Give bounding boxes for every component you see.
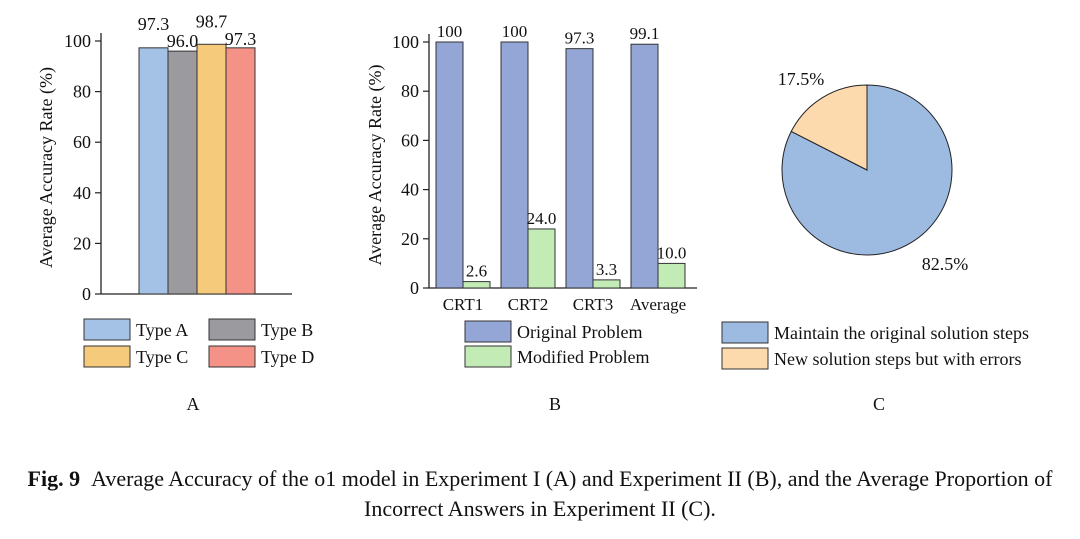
b-bar-value-label: 24.0 — [527, 209, 557, 228]
a-y-tick-label: 60 — [73, 132, 91, 152]
b-legend-swatch — [464, 320, 512, 343]
b-y-tick-label: 80 — [401, 81, 419, 101]
a-legend-swatch — [208, 318, 256, 341]
a-legend-label: Type B — [261, 320, 313, 340]
b-bar — [657, 262, 686, 289]
c-legend-label: Maintain the original solution steps — [774, 323, 1029, 343]
a-bar-value-label: 96.0 — [167, 31, 199, 51]
a-bar-value-label: 97.3 — [225, 29, 257, 49]
a-bar — [196, 43, 227, 295]
a-legend-label: Type A — [136, 320, 188, 340]
b-bar-value-label: 100 — [502, 22, 528, 41]
c-legend-label: New solution steps but with errors — [774, 349, 1021, 369]
c-legend-swatch — [721, 347, 769, 370]
b-bar-value-label: 99.1 — [630, 24, 660, 43]
a-legend-label: Type C — [136, 347, 188, 367]
figure-caption: Fig. 9 Average Accuracy of the o1 model … — [0, 464, 1080, 524]
b-legend-label: Modified Problem — [517, 347, 650, 367]
a-y-tick-label: 100 — [64, 31, 91, 51]
caption-text: Average Accuracy of the o1 model in Expe… — [91, 466, 1053, 521]
b-bar-value-label: 100 — [437, 22, 463, 41]
a-y-tick-label: 80 — [73, 82, 91, 102]
b-bar — [592, 279, 621, 289]
b-y-tick-label: 60 — [401, 130, 419, 150]
b-legend-label: Original Problem — [517, 322, 642, 342]
b-panel-label: B — [549, 394, 561, 414]
a-bar — [225, 47, 256, 295]
a-legend-label: Type D — [261, 347, 314, 367]
b-bar-value-label: 97.3 — [565, 29, 595, 48]
b-x-tick-label: CRT2 — [508, 295, 549, 314]
b-y-tick-label: 20 — [401, 229, 419, 249]
a-bar — [167, 50, 198, 295]
c-slice-value-label: 17.5% — [778, 69, 825, 89]
a-bar-value-label: 97.3 — [138, 14, 170, 34]
a-legend-swatch — [208, 345, 256, 368]
c-panel-label: C — [873, 394, 885, 414]
b-bar — [435, 41, 464, 289]
a-y-tick-label: 20 — [73, 233, 91, 253]
b-bar-value-label: 3.3 — [596, 260, 617, 279]
a-legend-swatch — [83, 318, 131, 341]
a-y-tick-label: 0 — [82, 284, 91, 304]
a-bar — [138, 47, 169, 295]
b-x-tick-label: CRT3 — [573, 295, 614, 314]
b-bar-value-label: 2.6 — [466, 262, 487, 281]
b-y-tick-label: 100 — [392, 32, 419, 52]
c-slice-value-label: 82.5% — [922, 254, 969, 274]
a-y-axis-label: Average Accuracy Rate (%) — [36, 67, 57, 268]
b-y-tick-label: 40 — [401, 180, 419, 200]
b-x-tick-label: Average — [630, 295, 686, 314]
a-y-tick-label: 40 — [73, 183, 91, 203]
figure-canvas: 0 20 40 60 80 100 Average Accuracy Rate (%) 97.… — [36, 11, 1029, 414]
a-bar-value-label: 98.7 — [196, 11, 228, 31]
b-y-tick-label: 0 — [410, 278, 419, 298]
b-bar — [630, 43, 659, 289]
c-pie-slice — [790, 84, 868, 171]
b-bar — [462, 281, 491, 289]
b-y-axis-label: Average Accuracy Rate (%) — [365, 64, 386, 265]
b-legend-swatch — [464, 345, 512, 368]
a-legend-swatch — [83, 345, 131, 368]
c-legend-swatch — [721, 321, 769, 344]
a-panel-label: A — [187, 394, 200, 414]
b-bar — [500, 41, 529, 289]
caption-label: Fig. 9 — [27, 466, 81, 491]
b-bar — [527, 228, 556, 289]
b-bar — [565, 48, 594, 289]
b-x-tick-label: CRT1 — [443, 295, 484, 314]
b-bar-value-label: 10.0 — [657, 243, 687, 262]
